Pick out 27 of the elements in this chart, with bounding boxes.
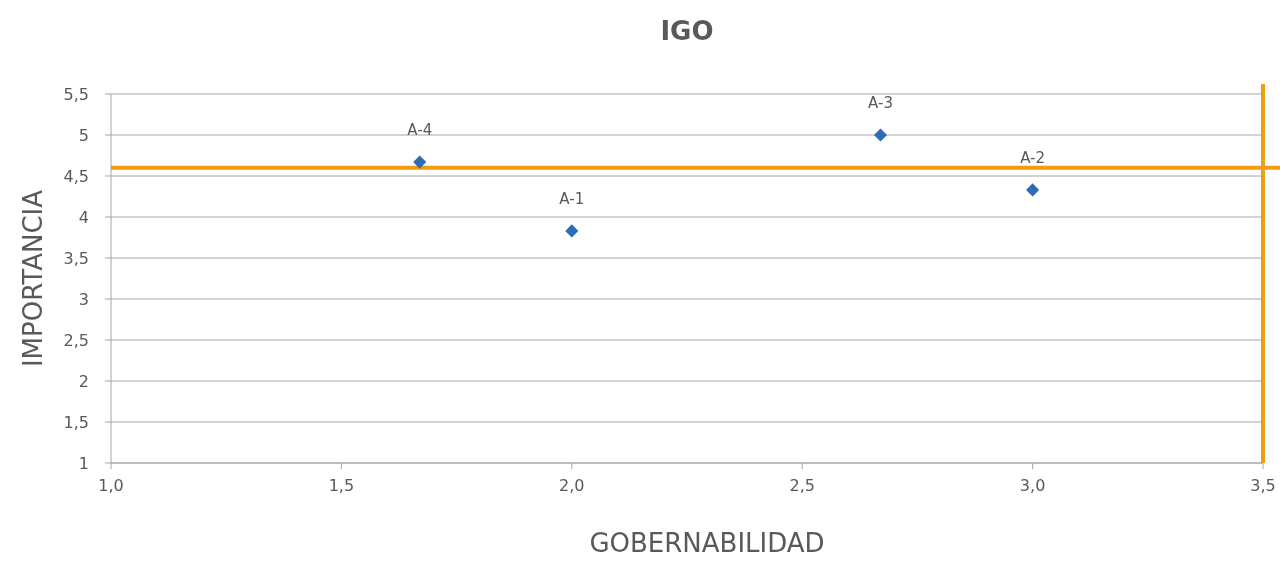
y-tick-label: 5,5 [63,85,89,104]
point [565,224,579,238]
annotation: A-2 [1020,148,1046,167]
x-tick-label: 3,0 [1019,476,1046,495]
annotation: A-1 [559,189,585,208]
point [413,155,427,169]
y-tick-label: 4 [78,208,89,227]
y-tick-label: 5 [78,126,89,145]
annotation: A-3 [868,94,893,112]
annotation: A-4 [407,121,433,140]
x-tick-label: 3,5 [1250,476,1276,495]
point [873,128,888,142]
y-tick-label: 2,5 [63,331,89,350]
x-tick-label: 2,0 [559,476,585,495]
chart-title: IGO [660,16,714,46]
y-tick-label: 4,5 [63,167,89,186]
y-tick-label: 2 [78,372,89,391]
y-axis-title: IMPORTANCIA [18,189,48,368]
x-tick-label: 1,0 [98,476,124,495]
y-tick-label: 1 [78,454,89,473]
y-tick-label: 3,5 [63,249,89,268]
x-tick-label: 1,5 [328,476,355,495]
y-tick-label: 3 [78,290,89,309]
x-tick-label: 2,5 [789,476,815,495]
x-axis-title: GOBERNABILIDAD [589,528,825,558]
y-tick-label: 1,5 [63,413,89,432]
point [1026,183,1040,197]
